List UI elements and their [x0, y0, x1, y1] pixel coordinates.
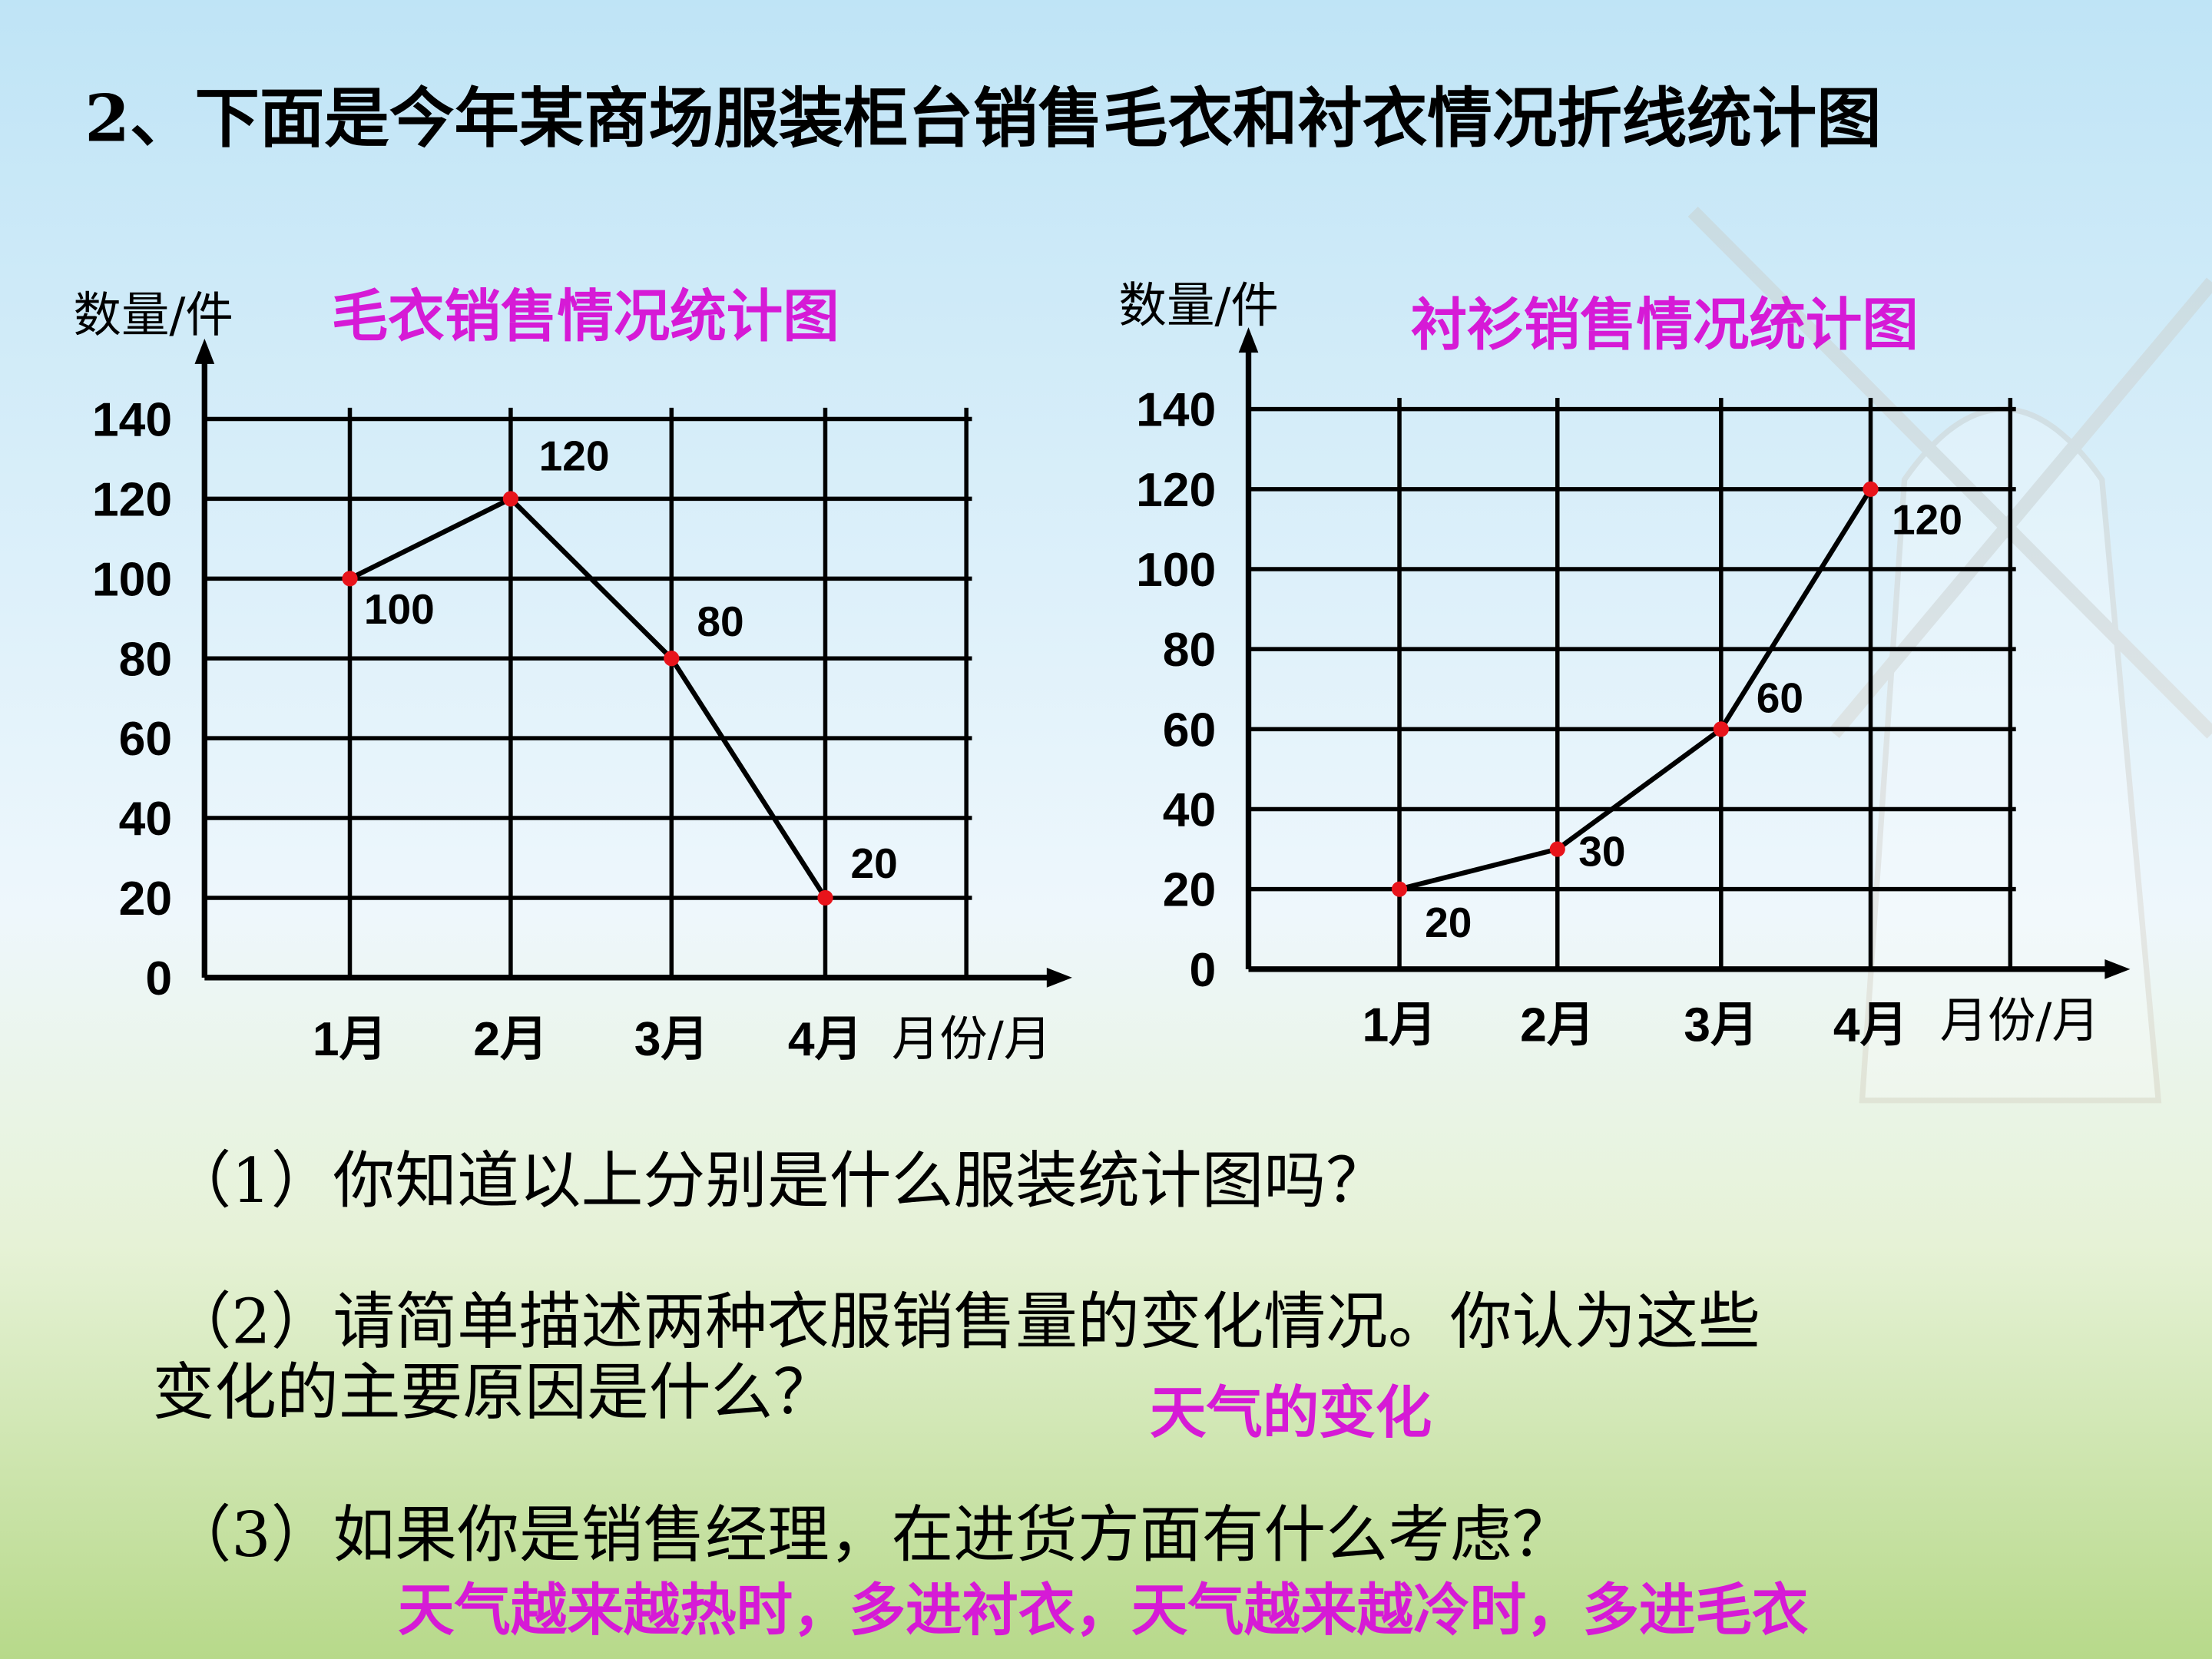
y-axis-arrow [194, 338, 215, 364]
x-tick-label: 1月 [1362, 998, 1436, 1052]
question: （1）你知道以上分别是什么服装统计图吗？ [169, 1145, 1388, 1217]
data-label: 20 [851, 839, 898, 887]
data-point [817, 889, 833, 906]
y-tick-label: 40 [1163, 783, 1216, 837]
y-axis-label: 数量/件 [1119, 277, 1279, 333]
x-axis-label: 月份/月 [1940, 992, 2100, 1048]
y-tick-label: 120 [1136, 463, 1216, 517]
data-line [349, 495, 828, 899]
y-tick-label: 20 [1163, 863, 1216, 917]
x-tick-label: 3月 [1684, 998, 1758, 1052]
questions: （1）你知道以上分别是什么服装统计图吗？ （2）请简单描述两种衣服销售量的变化情况… [152, 1145, 1760, 1571]
question: （3）如果你是销售经理，在进货方面有什么考虑？ [169, 1499, 1574, 1571]
y-tick-label: 60 [1163, 703, 1216, 757]
x-tick-label: 2月 [1520, 998, 1594, 1052]
charts: 0 20 40 60 80 100 120 140 毛衣销售情况统计图 数量/件月份/月 1月 2月 3… [74, 277, 2131, 1067]
data-point [1863, 481, 1879, 497]
slide-title: 2、下面是今年某商场服装柜台销售毛衣和衬衣情况折线统计图 [84, 81, 1881, 157]
y-tick-label: 100 [92, 552, 172, 606]
data-label: 20 [1425, 899, 1472, 946]
y-tick-label: 100 [1136, 543, 1216, 597]
data-point [664, 651, 680, 667]
data-point [1391, 881, 1408, 897]
x-tick-label: 3月 [634, 1012, 709, 1066]
line-chart: 0 20 40 60 80 100 120 140 毛衣销售情况统计图 数量/件月份/月 1月 2月 3… [74, 284, 1072, 1067]
x-tick-label: 2月 [473, 1012, 548, 1066]
line-chart: 0 20 40 60 80 100 120 140 衬衫销售情况统计图 数量/件月份/月 1月 2月 3… [1119, 277, 2131, 1052]
x-tick-label: 4月 [1833, 998, 1908, 1052]
x-axis-label: 月份/月 [892, 1011, 1051, 1067]
y-tick-label: 140 [92, 393, 172, 447]
y-tick-label: 140 [1136, 383, 1216, 437]
y-tick-label: 80 [119, 632, 172, 686]
data-point [1713, 721, 1729, 737]
y-tick-label: 0 [145, 952, 172, 1005]
y-tick-label: 80 [1163, 623, 1216, 677]
data-label: 120 [539, 432, 610, 480]
chart-title: 衬衫销售情况统计图 [1411, 293, 1919, 358]
chart-title: 毛衣销售情况统计图 [332, 284, 839, 349]
x-axis-arrow [2104, 959, 2131, 979]
data-line [1399, 488, 1873, 892]
data-label: 100 [364, 585, 435, 633]
x-tick-label: 4月 [788, 1012, 863, 1066]
y-tick-label: 0 [1190, 943, 1217, 997]
data-label: 80 [697, 598, 743, 645]
data-label: 60 [1757, 674, 1803, 721]
data-point [342, 571, 358, 587]
y-tick-label: 20 [119, 872, 172, 926]
data-point [502, 491, 518, 507]
y-tick-label: 120 [92, 472, 172, 526]
answer: 天气越来越热时，多进衬衣，天气越来越冷时，多进毛衣 [398, 1578, 1808, 1643]
y-axis-arrow [1238, 327, 1259, 353]
data-label: 30 [1578, 828, 1625, 876]
question: 变化的主要原因是什么？ [152, 1356, 835, 1429]
y-tick-label: 60 [119, 712, 172, 766]
question: （2）请简单描述两种衣服销售量的变化情况。你认为这些 [169, 1286, 1760, 1359]
y-tick-label: 40 [119, 792, 172, 846]
x-tick-label: 1月 [313, 1012, 387, 1066]
x-axis-arrow [1046, 968, 1072, 988]
data-point [1549, 841, 1565, 857]
y-axis-label: 数量/件 [74, 287, 233, 343]
answer: 天气的变化 [1150, 1380, 1432, 1445]
data-label: 120 [1892, 496, 1962, 544]
